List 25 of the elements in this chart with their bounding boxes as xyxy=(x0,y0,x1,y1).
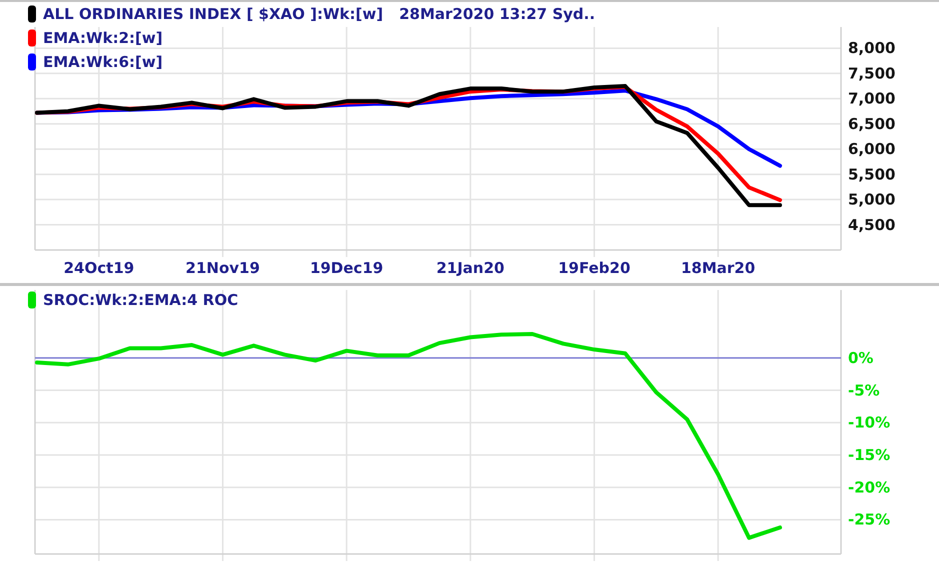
y-tick-label: 5,000 xyxy=(848,190,896,209)
legend-label: EMA:Wk:2:[w] xyxy=(43,29,163,47)
y-tick-label: -15% xyxy=(848,446,890,464)
x-tick-label: 21Nov19 xyxy=(186,259,260,277)
x-tick-label: 19Dec19 xyxy=(310,259,384,277)
legend-label: ALL ORDINARIES INDEX [ $XAO ]:Wk:[w] xyxy=(43,5,384,23)
y-tick-label: 7,500 xyxy=(848,64,896,82)
x-tick-label: 19Feb20 xyxy=(558,259,630,277)
legend-label: SROC:Wk:2:EMA:4 ROC xyxy=(43,291,238,309)
y-tick-label: 0% xyxy=(848,348,874,367)
chart-title: 28Mar2020 13:27 Syd.. xyxy=(399,5,596,23)
x-tick-label: 21Jan20 xyxy=(436,259,504,277)
x-tick-label: 24Oct19 xyxy=(64,259,134,277)
y-tick-label: 4,500 xyxy=(848,216,896,234)
y-tick-label: 6,500 xyxy=(848,114,896,133)
y-tick-label: -5% xyxy=(848,381,880,400)
y-tick-label: 5,500 xyxy=(848,165,896,184)
legend-label: EMA:Wk:6:[w] xyxy=(43,53,163,71)
y-tick-label: 7,000 xyxy=(848,90,896,108)
y-tick-label: -20% xyxy=(848,478,890,496)
y-tick-label: 8,000 xyxy=(848,39,896,58)
x-tick-label: 18Mar20 xyxy=(680,259,756,277)
y-tick-label: -25% xyxy=(848,510,890,529)
y-tick-label: 6,000 xyxy=(848,140,896,158)
y-tick-label: -10% xyxy=(848,414,890,432)
